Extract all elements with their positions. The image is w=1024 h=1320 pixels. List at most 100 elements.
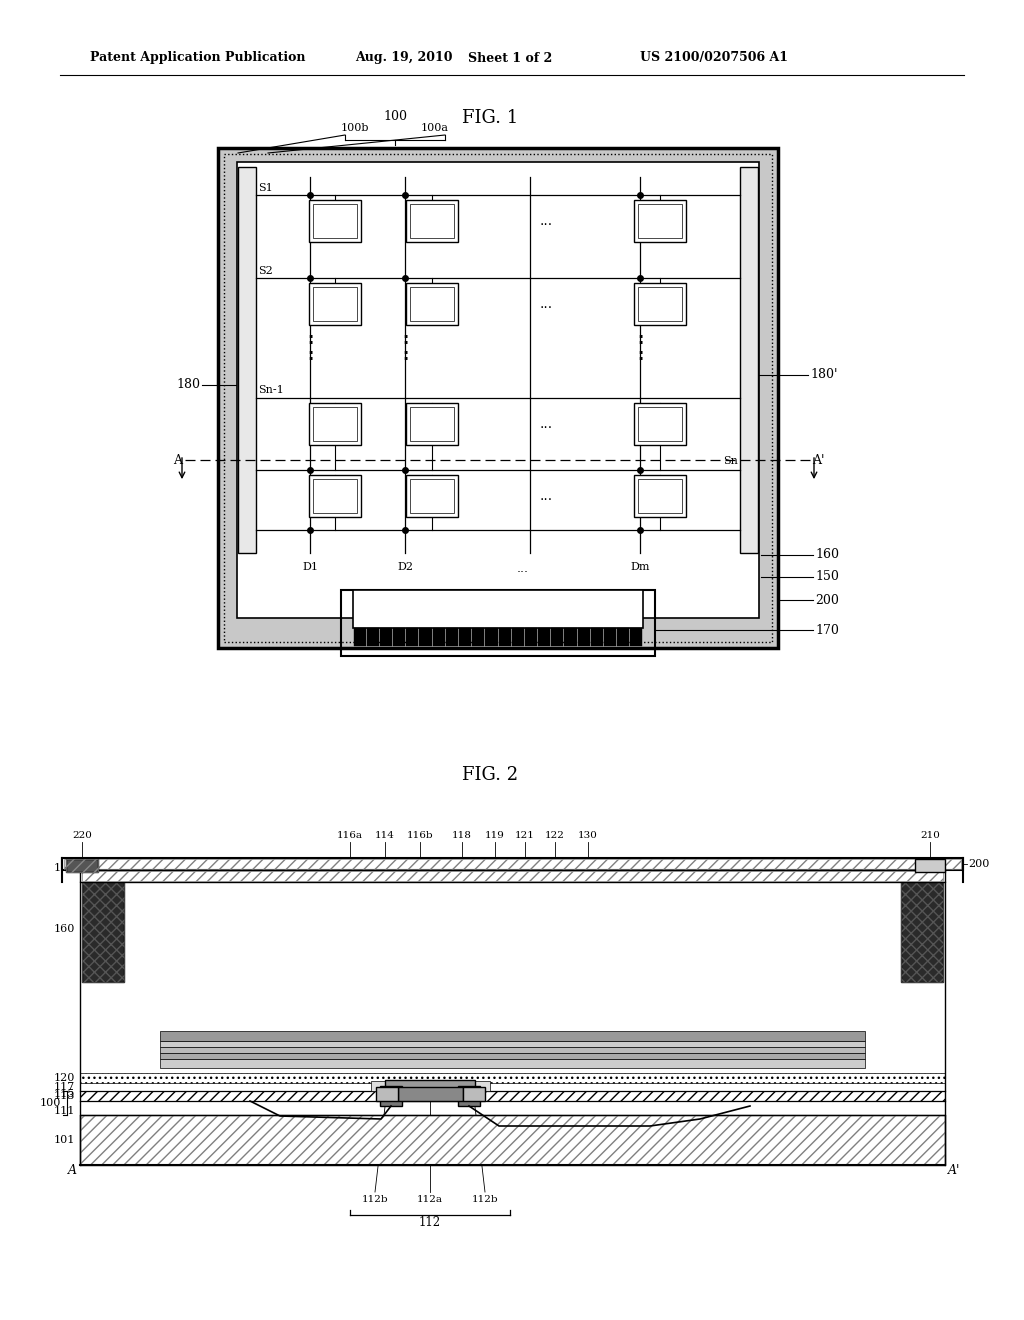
Bar — [380, 628, 392, 645]
Text: 200: 200 — [815, 594, 839, 606]
Text: S2: S2 — [258, 267, 272, 276]
Bar — [341, 590, 655, 656]
Text: 115: 115 — [53, 1089, 75, 1100]
Text: :: : — [637, 333, 643, 347]
Bar — [237, 162, 759, 618]
Text: A: A — [68, 1163, 77, 1176]
Bar — [238, 168, 256, 553]
Text: ...: ... — [540, 214, 553, 228]
Bar — [80, 870, 945, 882]
Bar — [353, 628, 366, 645]
Text: Sn: Sn — [723, 455, 738, 466]
Bar — [313, 407, 357, 441]
Text: 160: 160 — [815, 549, 839, 561]
Bar — [634, 201, 686, 242]
Bar — [901, 876, 943, 982]
Text: 116b: 116b — [407, 832, 433, 840]
Text: 118: 118 — [452, 832, 472, 840]
Text: Patent Application Publication: Patent Application Publication — [90, 51, 305, 65]
Text: ...: ... — [540, 297, 553, 312]
Bar — [512, 628, 524, 645]
Text: 100: 100 — [40, 1098, 61, 1107]
Bar — [309, 201, 361, 242]
Bar — [218, 148, 778, 648]
Bar — [525, 628, 537, 645]
Text: A: A — [173, 454, 182, 466]
Bar — [578, 628, 590, 645]
Text: :: : — [307, 347, 313, 363]
Text: A': A' — [812, 454, 824, 466]
Bar — [66, 859, 98, 873]
Bar — [551, 628, 563, 645]
Bar — [406, 201, 458, 242]
Bar — [638, 205, 682, 238]
Bar — [634, 282, 686, 325]
Bar — [410, 205, 454, 238]
Text: 100b: 100b — [341, 123, 370, 133]
Bar — [82, 871, 943, 880]
Bar — [380, 1086, 402, 1106]
Text: 150: 150 — [815, 570, 839, 583]
Text: 112b: 112b — [472, 1195, 499, 1204]
Text: FIG. 2: FIG. 2 — [462, 766, 518, 784]
Text: 180': 180' — [810, 368, 838, 381]
Bar — [432, 628, 444, 645]
Text: 200: 200 — [968, 859, 989, 869]
Bar — [160, 1047, 865, 1053]
Text: 122: 122 — [545, 832, 565, 840]
Bar — [463, 1086, 484, 1101]
Bar — [410, 407, 454, 441]
Bar — [445, 628, 458, 645]
Bar — [80, 1073, 945, 1082]
Bar — [420, 628, 431, 645]
Text: 220: 220 — [72, 832, 92, 840]
Text: :: : — [307, 333, 313, 347]
Text: 160: 160 — [53, 924, 75, 935]
Text: 111: 111 — [53, 1106, 75, 1115]
Bar — [638, 286, 682, 321]
Text: 121: 121 — [515, 832, 535, 840]
Bar — [62, 858, 963, 870]
Bar — [160, 1041, 865, 1047]
Bar — [406, 403, 458, 445]
Text: 101: 101 — [53, 1135, 75, 1144]
Text: 119: 119 — [485, 832, 505, 840]
Bar — [82, 876, 124, 982]
Text: 130: 130 — [579, 832, 598, 840]
Bar — [66, 859, 98, 873]
Text: A': A' — [948, 1163, 961, 1176]
Bar — [313, 286, 357, 321]
Bar — [371, 1081, 489, 1092]
Bar — [458, 1086, 480, 1106]
Text: :: : — [401, 333, 409, 347]
Text: 117: 117 — [53, 1082, 75, 1092]
Bar — [160, 1031, 865, 1041]
Text: :: : — [637, 347, 643, 363]
Text: FIG. 1: FIG. 1 — [462, 110, 518, 127]
Bar — [80, 1092, 945, 1101]
Bar — [631, 628, 642, 645]
Text: 112b: 112b — [361, 1195, 388, 1204]
Bar — [740, 168, 758, 553]
Text: 100a: 100a — [421, 123, 449, 133]
Bar — [604, 628, 616, 645]
Text: S1: S1 — [258, 183, 272, 193]
Bar — [80, 1115, 945, 1166]
Bar — [313, 479, 357, 513]
Text: ...: ... — [748, 273, 759, 282]
Text: 114: 114 — [375, 832, 395, 840]
Text: ...: ... — [540, 417, 553, 432]
Text: Sheet 1 of 2: Sheet 1 of 2 — [468, 51, 552, 65]
Text: D1: D1 — [302, 562, 318, 572]
Bar — [499, 628, 511, 645]
Text: 180: 180 — [176, 379, 200, 392]
Bar — [406, 475, 458, 517]
Text: Sn-1: Sn-1 — [258, 385, 284, 395]
Bar — [385, 1080, 475, 1089]
Bar — [634, 475, 686, 517]
Text: Aug. 19, 2010: Aug. 19, 2010 — [355, 51, 453, 65]
Bar — [538, 628, 550, 645]
Bar — [638, 479, 682, 513]
Bar — [309, 475, 361, 517]
Bar — [160, 1059, 865, 1068]
